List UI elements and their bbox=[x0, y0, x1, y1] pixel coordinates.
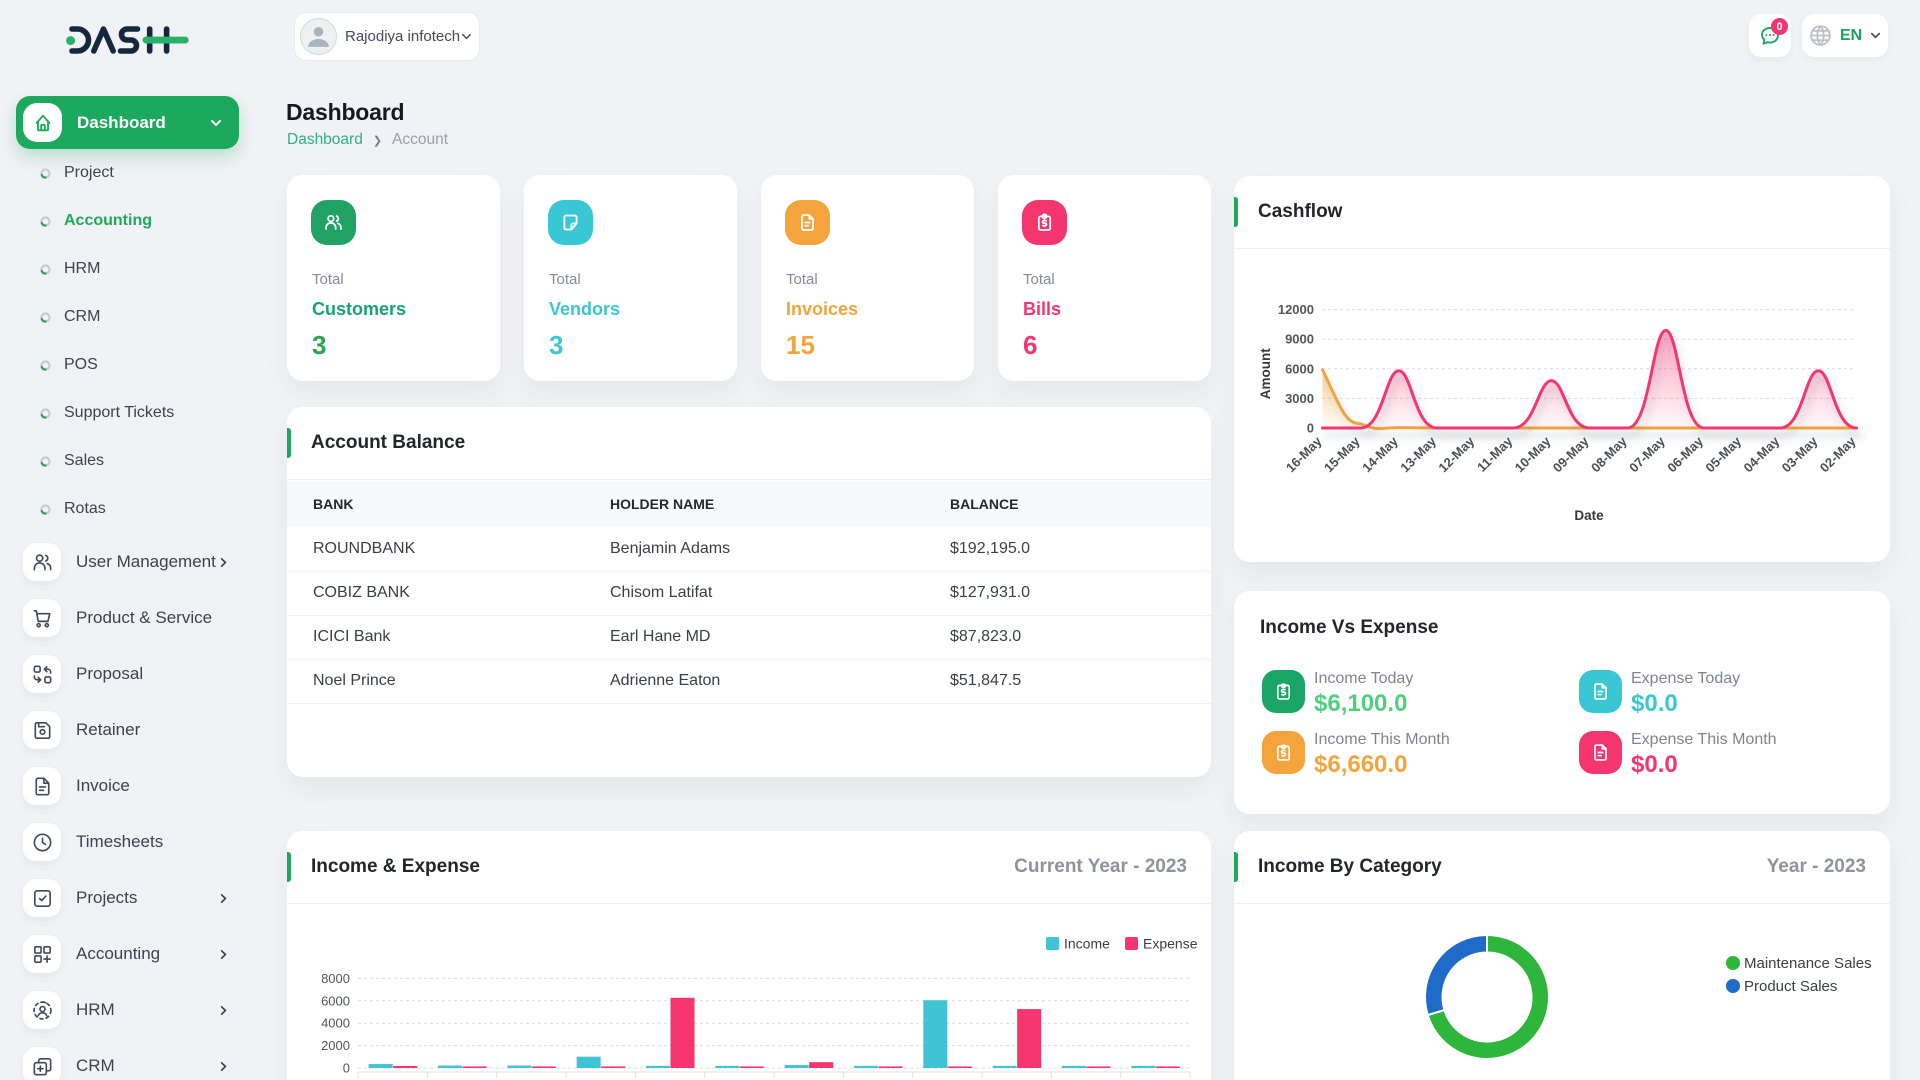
svg-text:0: 0 bbox=[1307, 421, 1314, 436]
svg-text:06-May: 06-May bbox=[1664, 433, 1706, 475]
svg-text:6000: 6000 bbox=[321, 993, 350, 1008]
svg-text:08-May: 08-May bbox=[1588, 433, 1630, 475]
svg-text:16-May: 16-May bbox=[1283, 433, 1325, 475]
svg-text:11-May: 11-May bbox=[1474, 433, 1516, 475]
svg-text:9000: 9000 bbox=[1285, 332, 1314, 347]
svg-text:03-May: 03-May bbox=[1779, 433, 1821, 475]
svg-text:02-May: 02-May bbox=[1817, 433, 1859, 475]
svg-text:8000: 8000 bbox=[321, 971, 350, 986]
svg-text:Product Sales: Product Sales bbox=[1744, 978, 1837, 995]
svg-text:2000: 2000 bbox=[321, 1038, 350, 1053]
svg-text:15-May: 15-May bbox=[1321, 433, 1363, 475]
svg-text:Income: Income bbox=[1064, 936, 1110, 952]
svg-text:Amount: Amount bbox=[1258, 348, 1273, 399]
svg-text:3000: 3000 bbox=[1285, 391, 1314, 406]
svg-text:0: 0 bbox=[343, 1061, 350, 1076]
svg-text:Expense: Expense bbox=[1143, 936, 1198, 952]
svg-text:09-May: 09-May bbox=[1550, 433, 1592, 475]
svg-text:Maintenance Sales: Maintenance Sales bbox=[1744, 955, 1872, 972]
svg-text:4000: 4000 bbox=[321, 1016, 350, 1031]
svg-text:05-May: 05-May bbox=[1702, 433, 1744, 475]
svg-text:07-May: 07-May bbox=[1626, 433, 1668, 475]
svg-text:Date: Date bbox=[1574, 508, 1604, 523]
svg-text:14-May: 14-May bbox=[1359, 433, 1401, 475]
svg-text:12000: 12000 bbox=[1278, 302, 1314, 317]
svg-text:10-May: 10-May bbox=[1512, 433, 1554, 475]
svg-text:6000: 6000 bbox=[1285, 361, 1314, 376]
svg-text:13-May: 13-May bbox=[1397, 433, 1439, 475]
svg-text:04-May: 04-May bbox=[1741, 433, 1783, 475]
svg-text:12-May: 12-May bbox=[1435, 433, 1477, 475]
